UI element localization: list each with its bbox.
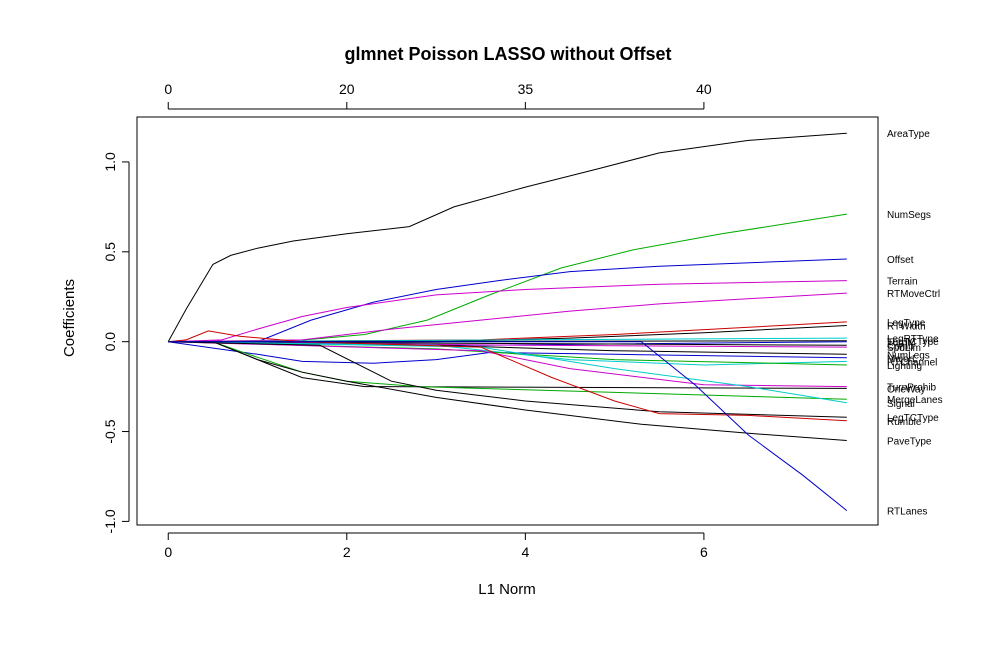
coef-path-label-20: LegTCType	[887, 413, 939, 424]
coef-path-22	[168, 341, 847, 441]
y-tick-label-4: 1.0	[102, 152, 118, 172]
y-tick-label-2: 0.0	[102, 332, 118, 352]
coef-path-label-2: Offset	[887, 255, 914, 266]
coef-path-label-23: RTLanes	[887, 507, 927, 518]
top-tick-label-1: 20	[339, 81, 355, 97]
top-tick-label-3: 40	[696, 81, 712, 97]
coef-path-14	[168, 341, 847, 366]
coef-path-label-15: Lighting	[887, 361, 922, 372]
coef-path-label-18: MergeLanes	[887, 395, 943, 406]
coef-path-1	[168, 213, 847, 343]
coef-path-label-14: RTChannel	[887, 357, 937, 368]
coef-path-label-19: Signal	[887, 399, 915, 410]
coef-path-label-22: PaveType	[887, 437, 932, 448]
x-tick-label-0: 0	[164, 544, 172, 560]
coef-path-label-10: Comb	[887, 341, 914, 352]
coef-path-label-3: Terrain	[887, 277, 918, 288]
coef-path-4	[168, 292, 847, 343]
chart-title: glmnet Poisson LASSO without Offset	[344, 44, 671, 64]
coef-path-21	[168, 330, 847, 422]
coef-path-2	[168, 258, 847, 343]
coef-path-label-1: NumSegs	[887, 210, 931, 221]
top-tick-label-0: 0	[164, 81, 172, 97]
coef-path-label-5: LegType	[887, 318, 926, 329]
coef-path-20	[168, 341, 847, 418]
coef-path-0	[167, 132, 847, 342]
coef-path-3	[168, 280, 847, 343]
coef-path-18	[168, 341, 847, 400]
coef-path-23	[168, 341, 848, 511]
top-tick-label-2: 35	[518, 81, 534, 97]
y-tick-label-1: -0.5	[102, 419, 118, 443]
y-axis-label: Coefficients	[61, 279, 78, 357]
x-axis-label: L1 Norm	[478, 581, 536, 598]
coef-path-17	[168, 341, 847, 388]
coef-path-label-8: LegTCType	[887, 337, 939, 348]
x-tick-label-3: 6	[700, 544, 708, 560]
x-tick-label-1: 2	[343, 544, 351, 560]
coef-path-label-16: OneWay	[887, 384, 926, 395]
coef-path-label-7: LegRTType	[887, 334, 939, 345]
coef-path-label-4: RTMoveCtrl	[887, 289, 940, 300]
coef-path-13	[168, 341, 847, 364]
coef-path-label-17: TurnProhib	[887, 383, 937, 394]
coef-path-label-6: RTWidth	[887, 321, 926, 332]
coef-path-label-13: MajorL	[887, 354, 918, 365]
coef-path-10	[168, 341, 847, 346]
y-tick-label-3: 0.5	[102, 242, 118, 262]
coef-path-16	[168, 341, 847, 389]
coef-path-label-11: SpdLim	[887, 343, 921, 354]
coef-path-label-12: NumLegs	[887, 350, 930, 361]
coef-path-19	[168, 341, 847, 404]
axis-layer: 0 2 4 6 -1.0 -0.5 0.0 0.5 1.0 0 20 35 40	[102, 81, 712, 560]
coef-path-label-9: TurnM	[887, 338, 916, 349]
coef-path-label-0: AreaType	[887, 129, 930, 140]
coef-path-label-21: Rumble	[887, 417, 922, 428]
plot-frame	[136, 116, 879, 526]
y-tick-label-0: -1.0	[102, 509, 118, 533]
x-tick-label-2: 4	[521, 544, 529, 560]
series-layer	[167, 132, 848, 511]
